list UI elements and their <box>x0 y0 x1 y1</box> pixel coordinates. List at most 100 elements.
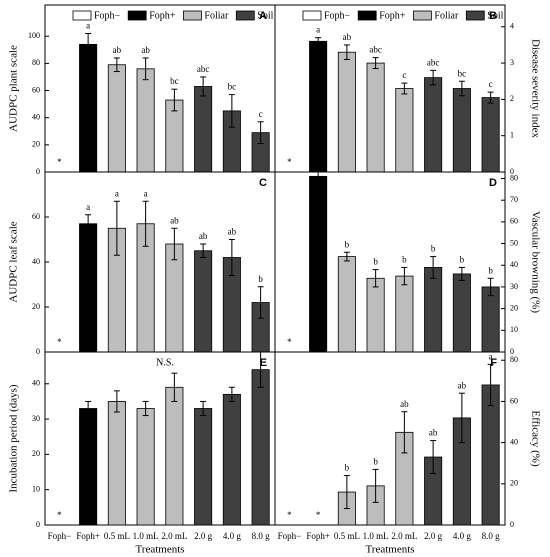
significance-letter: a <box>86 21 90 31</box>
y-tick-label: 100 <box>28 31 40 40</box>
bar <box>136 68 155 173</box>
error-bar <box>200 243 207 258</box>
legend-swatch <box>183 10 202 21</box>
bar <box>395 275 414 353</box>
error-bar <box>401 82 408 95</box>
x-axis-label: Treatments <box>365 544 414 556</box>
error-bar <box>228 94 235 128</box>
y-tick-label: 10 <box>510 325 518 334</box>
x-tick-label: 1.0 mL <box>363 531 389 541</box>
significance-letter: abc <box>427 57 440 67</box>
panel-label: E <box>260 357 267 369</box>
y-tick-label: 30 <box>32 414 40 423</box>
x-tick-label: Foph+ <box>306 531 330 541</box>
y-tick-label: 20 <box>32 140 40 149</box>
significance-letter: ab <box>141 45 150 55</box>
bar <box>107 401 126 526</box>
error-bar <box>458 392 465 444</box>
panel-label: B <box>489 10 497 22</box>
asterisk: * <box>57 337 62 347</box>
asterisk: * <box>287 510 292 520</box>
significance-letter: ab <box>228 227 237 237</box>
y-tick-label: 50 <box>510 238 518 247</box>
error-bar <box>228 386 235 402</box>
x-tick-label: 4.0 g <box>223 531 242 541</box>
panel-label: C <box>259 177 267 189</box>
significance-letter: b <box>373 257 378 267</box>
error-bar <box>85 33 92 56</box>
significance-letter: ab <box>429 428 438 438</box>
error-bar <box>228 239 235 276</box>
significance-letter: ab <box>343 32 352 42</box>
error-bar <box>142 57 149 81</box>
error-bar <box>487 91 494 104</box>
asterisk: * <box>287 157 292 167</box>
y-tick-label: 80 <box>510 355 518 364</box>
error-bar <box>487 277 494 297</box>
significance-letter: ab <box>199 231 208 241</box>
x-tick-label: 0.5 mL <box>104 531 130 541</box>
x-tick-label: Foph− <box>278 531 302 541</box>
significance-letter: b <box>431 244 436 254</box>
error-bar <box>458 80 465 97</box>
x-tick-label: 0.5 mL <box>334 531 360 541</box>
bar <box>424 267 443 353</box>
x-tick-label: 2.0 g <box>424 531 443 541</box>
significance-letter: b <box>373 456 378 466</box>
significance-letter: a <box>144 188 148 198</box>
y-tick-label: 0 <box>510 520 514 529</box>
error-bar <box>372 468 379 503</box>
panel-label: F <box>490 357 497 369</box>
significance-letter: c <box>402 70 406 80</box>
significance-letter: b <box>488 265 493 275</box>
error-bar <box>171 372 178 402</box>
legend-swatch <box>465 10 485 21</box>
x-tick-label: 8.0 g <box>482 531 501 541</box>
error-bar <box>343 475 350 510</box>
error-bar <box>343 251 350 262</box>
significance-letter: a <box>86 202 90 212</box>
y-axis-label: Disease severity index <box>529 39 541 138</box>
y-axis-label: Efficacy (%) <box>529 410 541 467</box>
legend-swatch <box>302 10 322 21</box>
bar <box>136 408 155 526</box>
y-tick-label: 40 <box>32 379 40 388</box>
significance-letter: b <box>258 274 263 284</box>
panel-label: D <box>489 177 497 189</box>
y-tick-label: 4 <box>510 22 514 31</box>
y-tick-label: 40 <box>510 260 518 269</box>
y-axis-label: AUDPC leaf scale <box>8 221 20 302</box>
bar <box>337 51 356 173</box>
x-tick-label: Foph− <box>48 531 72 541</box>
legend-label: Soil <box>257 10 273 21</box>
significance-letter: a <box>316 153 320 163</box>
bar <box>79 223 98 353</box>
bar <box>194 86 213 173</box>
y-tick-label: 0 <box>36 520 40 529</box>
error-bar <box>430 69 437 86</box>
x-axis-label: Treatments <box>135 544 184 556</box>
y-tick-label: 80 <box>32 58 40 67</box>
x-tick-label: 2.0 mL <box>391 531 417 541</box>
significance-letter: b <box>345 239 350 249</box>
error-bar <box>113 57 120 73</box>
asterisk: * <box>316 510 321 520</box>
legend-label: Soil <box>487 10 503 21</box>
y-tick-label: 60 <box>510 217 518 226</box>
significance-letter: ab <box>458 380 467 390</box>
error-bar <box>113 200 120 256</box>
panel-frame <box>274 351 506 526</box>
legend-swatch <box>413 10 432 21</box>
error-bar <box>315 164 322 188</box>
significance-letter: ab <box>113 45 122 55</box>
significance-letter: a <box>489 351 493 361</box>
x-tick-label: 4.0 g <box>453 531 472 541</box>
asterisk: * <box>57 510 62 520</box>
legend-swatch <box>127 10 147 21</box>
legend-label: Foph+ <box>149 10 176 21</box>
legend-label: Foph− <box>94 10 121 21</box>
significance-letter: b <box>345 463 350 473</box>
error-bar <box>257 121 264 144</box>
y-tick-label: 0 <box>510 167 514 176</box>
